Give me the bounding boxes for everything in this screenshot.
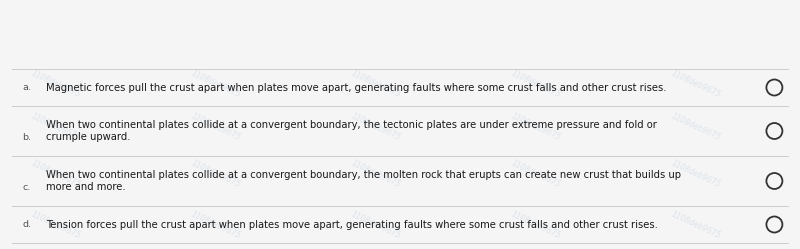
Text: 1108deb9675: 1108deb9675 bbox=[30, 69, 82, 100]
Text: 1108deb9675: 1108deb9675 bbox=[350, 112, 402, 143]
Text: 1108deb9675: 1108deb9675 bbox=[350, 159, 402, 189]
Text: 1108deb9675: 1108deb9675 bbox=[190, 159, 242, 189]
Text: 1108deb9675: 1108deb9675 bbox=[510, 69, 562, 100]
Text: a.: a. bbox=[22, 83, 31, 92]
Text: 1108deb9675: 1108deb9675 bbox=[30, 209, 82, 240]
Text: 1108deb9675: 1108deb9675 bbox=[350, 209, 402, 240]
Text: 1108deb9675: 1108deb9675 bbox=[510, 209, 562, 240]
Text: 1108deb9675: 1108deb9675 bbox=[190, 112, 242, 143]
Text: more and more.: more and more. bbox=[46, 182, 126, 192]
Text: 1108deb9675: 1108deb9675 bbox=[510, 112, 562, 143]
Text: 1108deb9675: 1108deb9675 bbox=[30, 159, 82, 189]
Text: 1108deb9675: 1108deb9675 bbox=[190, 209, 242, 240]
Text: Magnetic forces pull the crust apart when plates move apart, generating faults w: Magnetic forces pull the crust apart whe… bbox=[46, 82, 667, 92]
Text: d.: d. bbox=[22, 220, 31, 229]
Text: b.: b. bbox=[22, 132, 31, 142]
Text: 1108deb9675: 1108deb9675 bbox=[670, 159, 722, 189]
Text: 1108deb9675: 1108deb9675 bbox=[350, 69, 402, 100]
Text: c.: c. bbox=[22, 183, 30, 191]
Text: crumple upward.: crumple upward. bbox=[46, 132, 131, 142]
Text: 1108deb9675: 1108deb9675 bbox=[670, 209, 722, 240]
Text: 1108deb9675: 1108deb9675 bbox=[190, 69, 242, 100]
Text: Tension forces pull the crust apart when plates move apart, generating faults wh: Tension forces pull the crust apart when… bbox=[46, 220, 658, 230]
Text: When two continental plates collide at a convergent boundary, the molten rock th: When two continental plates collide at a… bbox=[46, 170, 682, 180]
Text: 1108deb9675: 1108deb9675 bbox=[670, 112, 722, 143]
Text: When two continental plates collide at a convergent boundary, the tectonic plate: When two continental plates collide at a… bbox=[46, 120, 658, 130]
Text: 1108deb9675: 1108deb9675 bbox=[30, 112, 82, 143]
Text: 1108deb9675: 1108deb9675 bbox=[510, 159, 562, 189]
Text: 1108deb9675: 1108deb9675 bbox=[670, 69, 722, 100]
